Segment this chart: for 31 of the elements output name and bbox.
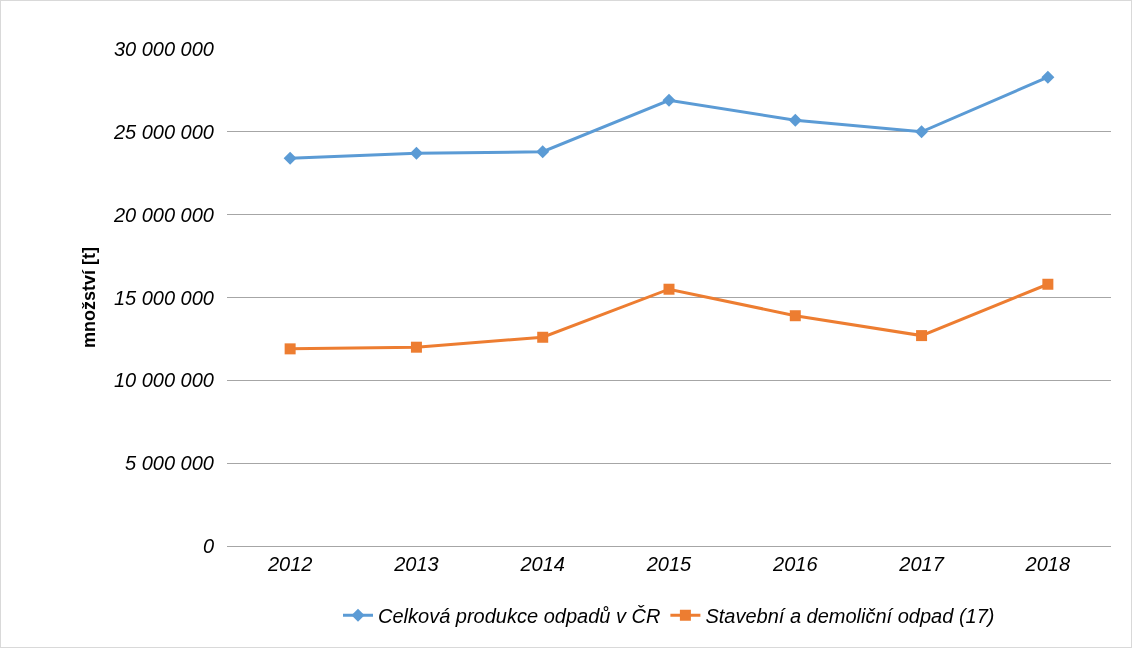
- y-tick-label: 20 000 000: [112, 203, 214, 226]
- x-tick-label: 2012: [266, 553, 313, 575]
- y-tick-label: 0: [202, 535, 214, 557]
- y-tick-label: 25 000 000: [112, 120, 214, 143]
- legend-label: Stavební a demoliční odpad (17): [705, 605, 995, 627]
- x-tick-label: 2018: [1024, 553, 1071, 575]
- y-tick-label: 5 000 000: [125, 452, 214, 475]
- x-tick-label: 2015: [645, 553, 693, 575]
- point: [1042, 278, 1054, 290]
- point: [916, 330, 928, 342]
- point: [1041, 70, 1055, 84]
- point: [789, 310, 801, 322]
- x-tick-label: 2016: [772, 553, 819, 575]
- point: [788, 113, 802, 127]
- y-tick-label: 10 000 000: [113, 369, 214, 392]
- point: [410, 341, 422, 353]
- point: [536, 145, 550, 159]
- point: [284, 343, 296, 355]
- x-tick-label: 2013: [393, 553, 439, 575]
- point: [283, 151, 297, 165]
- point: [409, 146, 423, 160]
- legend-label: Celková produkce odpadů v ČR: [378, 605, 661, 627]
- x-tick-label: 2017: [898, 553, 945, 575]
- y-tick-label: 30 000 000: [113, 38, 214, 60]
- point: [662, 93, 676, 107]
- point: [663, 283, 675, 295]
- y-axis-title: množství [t]: [79, 247, 100, 348]
- x-tick-label: 2014: [519, 553, 565, 575]
- point: [537, 331, 549, 343]
- y-tick-label: 15 000 000: [113, 286, 214, 309]
- point: [915, 125, 929, 139]
